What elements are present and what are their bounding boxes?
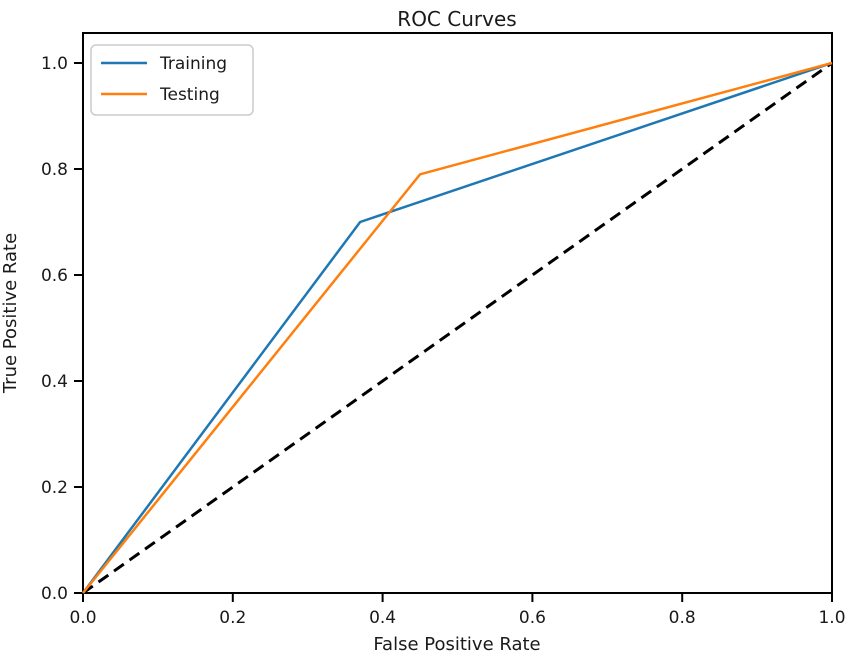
y-axis-label: True Positive Rate: [0, 233, 21, 394]
reference-diagonal-line: [82, 61, 833, 595]
x-tick-label: 0.2: [219, 608, 246, 628]
plot-area: 0.0 0.2 0.4 0.6 0.8 1.0 0.0 0.2 0.4 0.6 0.8 1.0 Trai…: [41, 32, 846, 628]
y-tick-label: 1.0: [41, 54, 68, 74]
plot-border: [82, 32, 833, 594]
series-line-training: [81, 61, 833, 594]
x-tick-label: 1.0: [818, 608, 845, 628]
x-tick-label: 0.6: [519, 608, 546, 628]
legend-label-training: Training: [159, 54, 227, 74]
y-tick-label: 0.6: [41, 266, 68, 286]
series-line-testing: [82, 61, 833, 594]
x-tick-label: 0.0: [69, 608, 96, 628]
y-tick-label: 0.0: [41, 584, 68, 604]
y-tick-label: 0.8: [41, 160, 68, 180]
chart-title: ROC Curves: [397, 7, 516, 31]
y-tick-label: 0.4: [41, 372, 68, 392]
x-tick-label: 0.8: [669, 608, 696, 628]
x-tick-label: 0.4: [369, 608, 396, 628]
y-tick-label: 0.2: [41, 478, 68, 498]
legend-label-testing: Testing: [159, 85, 220, 105]
x-axis-label: False Positive Rate: [373, 634, 540, 655]
